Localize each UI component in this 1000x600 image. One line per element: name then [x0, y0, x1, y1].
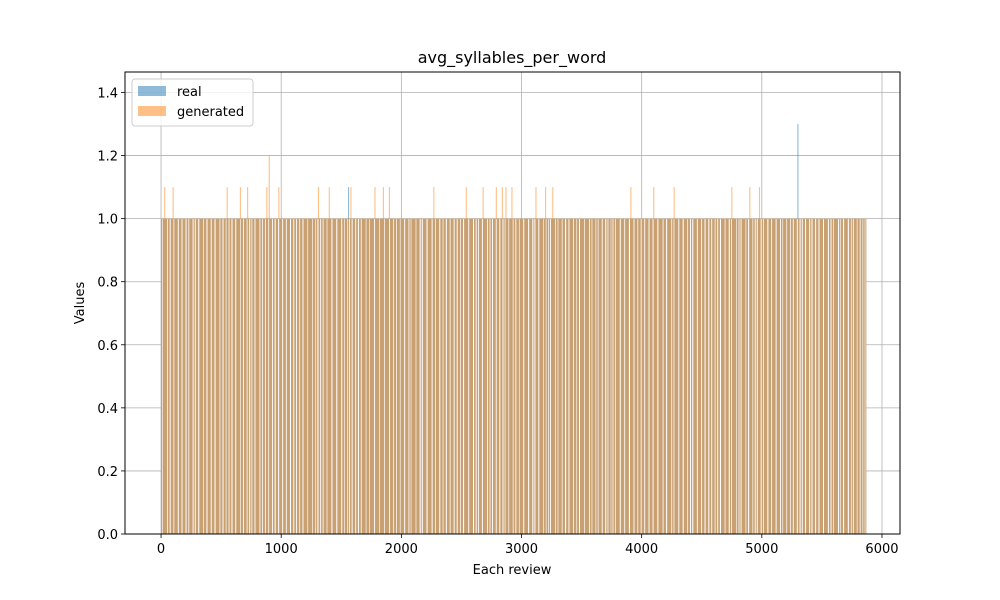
bars	[161, 124, 867, 534]
bar-generated	[749, 187, 751, 219]
bar-generated	[164, 187, 166, 219]
bar-generated	[433, 187, 435, 219]
bar-generated	[350, 187, 352, 219]
ticks: 0 1000 2000 3000 4000 5000 6000 0.0 0.2 0.4 0.6 0.8…	[97, 86, 898, 557]
legend: real generated	[131, 78, 254, 127]
bar-generated	[495, 187, 497, 219]
y-tick-label: 1.0	[97, 213, 118, 228]
bar-generated	[388, 187, 390, 219]
legend-label-generated: generated	[177, 105, 244, 120]
bar-generated	[501, 187, 503, 219]
bar-generated	[226, 187, 228, 219]
plot-frame	[124, 71, 901, 535]
x-tick-label: 3000	[505, 542, 538, 557]
bar-generated	[673, 187, 675, 219]
legend-swatch-generated	[138, 106, 166, 116]
bar-generated	[239, 187, 241, 219]
bar-generated	[172, 187, 174, 219]
y-tick-label: 0.4	[97, 402, 118, 417]
bar-generated	[278, 187, 280, 219]
bar-generated	[505, 187, 507, 219]
bar-generated	[374, 187, 376, 219]
x-tick-label: 6000	[865, 542, 898, 557]
y-axis-label: Values	[73, 282, 88, 325]
bar-generated	[482, 187, 484, 219]
x-tick-label: 0	[157, 542, 165, 557]
bar-generated	[511, 187, 513, 219]
x-tick-label: 1000	[265, 542, 298, 557]
y-tick-label: 1.4	[97, 86, 118, 101]
bar-generated	[731, 187, 733, 219]
bar-generated	[545, 187, 547, 219]
bar-generated	[653, 187, 655, 219]
bar-generated	[266, 187, 268, 219]
legend-swatch-real	[138, 86, 166, 96]
bar-generated	[317, 187, 320, 219]
y-tick-label: 0.0	[97, 528, 118, 543]
y-tick-label: 0.2	[97, 465, 118, 480]
x-axis-label: Each review	[473, 563, 552, 578]
bar-generated	[552, 187, 554, 219]
x-tick-label: 2000	[385, 542, 418, 557]
bar-real	[347, 187, 350, 219]
bar-generated	[328, 187, 330, 219]
legend-label-real: real	[177, 85, 202, 100]
x-tick-label: 4000	[625, 542, 658, 557]
bar-block-base	[161, 218, 867, 534]
bar-generated	[758, 187, 761, 219]
bar-real	[797, 124, 799, 219]
y-tick-label: 0.6	[97, 339, 118, 354]
bar-generated	[535, 187, 537, 219]
x-tick-label: 5000	[745, 542, 778, 557]
y-tick-label: 0.8	[97, 276, 118, 291]
chart-title: avg_syllables_per_word	[418, 48, 607, 68]
y-tick-label: 1.2	[97, 150, 118, 165]
bar-generated	[247, 187, 249, 219]
bar-generated	[630, 187, 632, 219]
bar-generated	[382, 187, 384, 219]
bar-generated	[465, 187, 467, 219]
bar-generated	[268, 155, 270, 219]
